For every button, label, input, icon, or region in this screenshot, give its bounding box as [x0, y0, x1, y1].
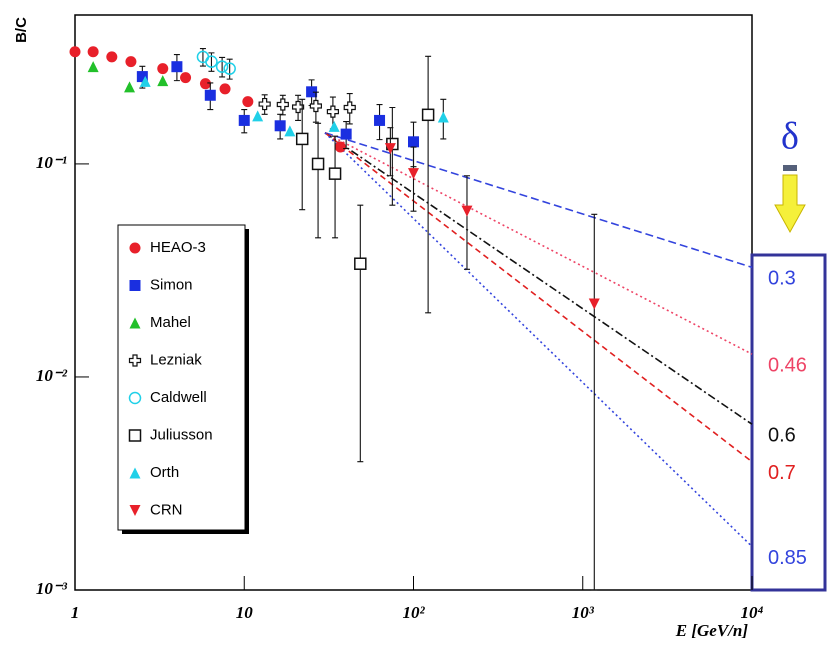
model-line: [324, 132, 753, 548]
model-line: [324, 132, 753, 355]
data-point: [139, 75, 151, 87]
legend-marker: [128, 391, 142, 405]
data-point: [180, 72, 192, 84]
data-point: [223, 62, 236, 75]
data-point: [258, 97, 271, 111]
data-point: [124, 81, 136, 93]
legend-marker: [129, 467, 141, 479]
data-point: [588, 298, 600, 310]
error-bar: [425, 55, 432, 314]
down-arrow: [774, 165, 806, 234]
data-point: [171, 61, 183, 73]
data-point: [408, 136, 419, 148]
data-point: [252, 110, 264, 122]
legend-marker: [129, 280, 141, 291]
error-bar: [591, 213, 598, 591]
data-point: [204, 89, 216, 101]
x-tick-label: 10²: [402, 603, 425, 622]
delta-value-label: 0.6: [768, 425, 796, 447]
x-tick-label: 10³: [572, 603, 595, 622]
data-point: [219, 83, 231, 95]
legend-marker: [129, 317, 141, 329]
legend-label: Mahel: [150, 314, 191, 331]
legend-label: HEAO-3: [150, 239, 206, 256]
data-point: [106, 51, 118, 63]
delta-value-label: 0.7: [768, 462, 796, 484]
legend-box: [117, 224, 246, 531]
data-point: [125, 56, 137, 68]
error-bar: [315, 122, 322, 239]
y-tick-label: 10⁻¹: [36, 153, 67, 172]
data-point: [328, 167, 342, 180]
data-point: [311, 157, 325, 171]
data-point: [437, 111, 449, 123]
delta-value-label: 0.85: [768, 547, 807, 569]
data-point: [326, 105, 339, 118]
data-point: [291, 100, 305, 114]
legend-label: Caldwell: [150, 389, 207, 406]
data-point: [205, 55, 218, 68]
data-point: [157, 75, 169, 87]
y-axis-label: B/C: [13, 17, 30, 43]
model-line: [324, 132, 753, 463]
data-point: [408, 168, 419, 180]
data-point: [384, 143, 396, 155]
delta-box: [750, 253, 827, 592]
data-point: [276, 98, 289, 111]
x-axis-label: E [GeV/n]: [675, 621, 749, 640]
legend-marker: [129, 242, 141, 254]
data-point: [199, 78, 211, 90]
delta-value-label: 0.46: [768, 354, 807, 376]
x-tick-label: 1: [71, 603, 80, 622]
data-point: [340, 128, 352, 140]
delta-title: δ: [781, 116, 799, 158]
error-bar: [463, 175, 470, 270]
data-point: [238, 114, 250, 126]
legend-label: Lezniak: [150, 351, 202, 368]
error-bar: [299, 98, 306, 211]
data-point: [87, 61, 99, 73]
data-point: [87, 46, 99, 58]
data-point: [328, 120, 340, 132]
legend-marker: [128, 354, 142, 367]
legend-label: CRN: [150, 501, 183, 518]
legend-label: Simon: [150, 276, 193, 293]
legend-marker: [129, 505, 141, 516]
legend-marker: [128, 429, 142, 442]
data-point: [354, 257, 367, 270]
data-point: [284, 125, 296, 137]
data-point: [343, 101, 356, 114]
data-point: [274, 120, 286, 132]
legend-label: Juliusson: [150, 426, 213, 443]
data-point: [421, 108, 435, 122]
delta-value-label: 0.3: [768, 268, 796, 290]
data-point: [306, 86, 318, 98]
y-tick-label: 10⁻²: [36, 366, 68, 385]
error-bar: [389, 106, 396, 206]
legend-label: Orth: [150, 464, 179, 481]
data-point: [334, 141, 346, 153]
x-tick-label: 10: [236, 603, 254, 622]
error-bar: [332, 135, 339, 239]
x-tick-label: 10⁴: [741, 603, 764, 622]
data-point: [157, 63, 169, 75]
data-point: [69, 46, 81, 58]
data-point: [215, 60, 229, 73]
data-point: [136, 71, 148, 83]
error-bar: [357, 204, 364, 463]
model-line: [324, 132, 753, 269]
y-tick-label: 10⁻³: [36, 579, 68, 598]
model-line: [324, 132, 753, 425]
data-point: [309, 99, 322, 113]
data-point: [374, 114, 386, 126]
data-point: [461, 205, 473, 217]
data-point: [295, 132, 309, 146]
data-point: [242, 96, 254, 108]
